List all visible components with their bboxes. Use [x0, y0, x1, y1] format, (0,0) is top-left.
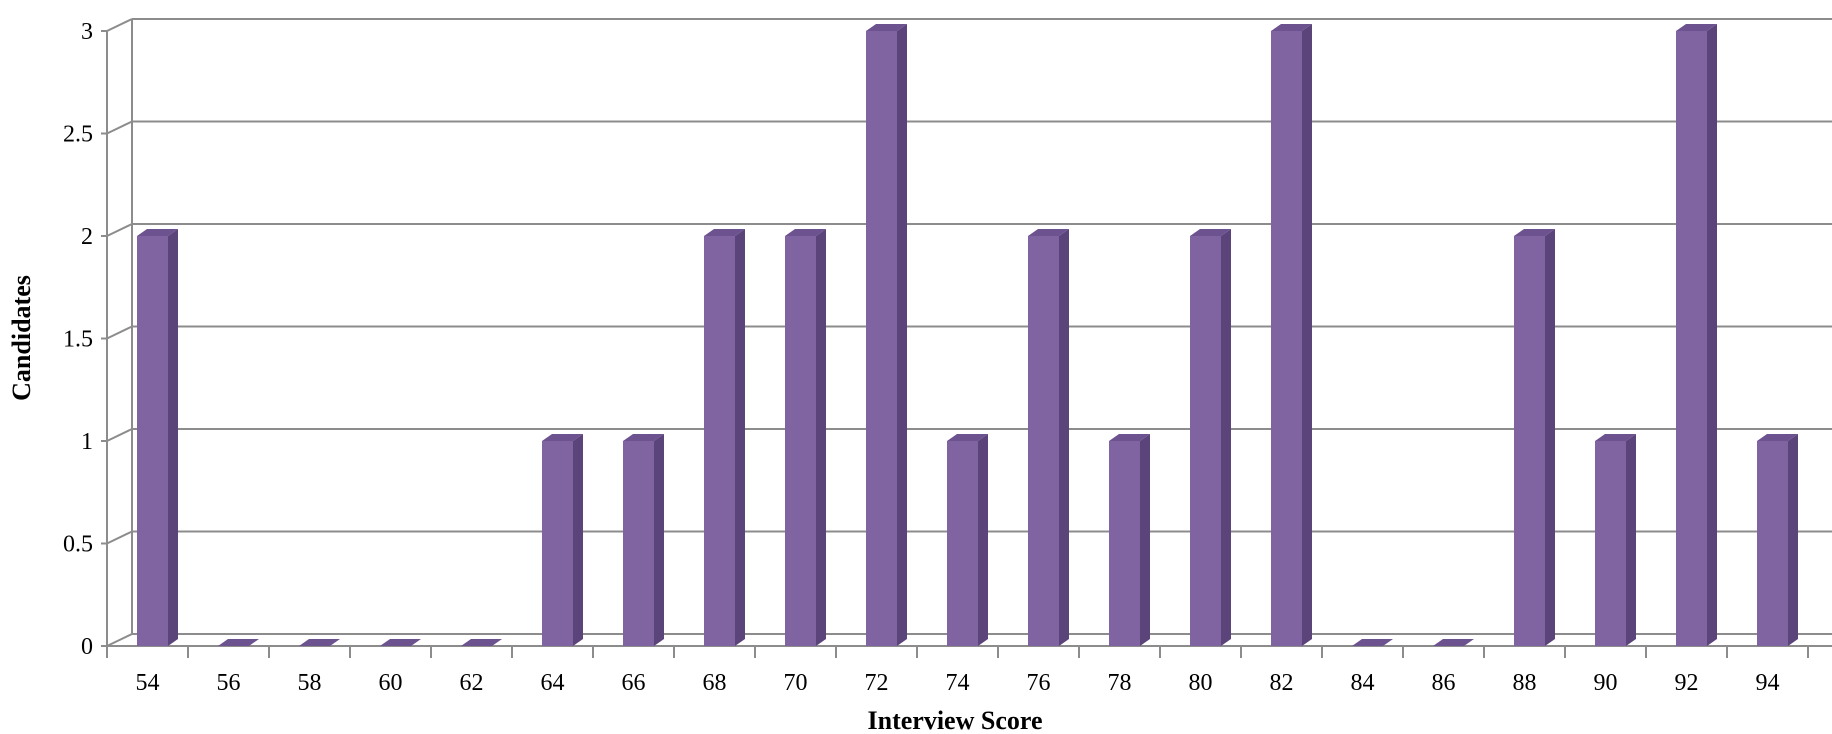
bar [1514, 229, 1555, 646]
x-tick-label: 70 [784, 670, 808, 696]
x-tick-label: 60 [379, 670, 403, 696]
x-tick-label: 68 [703, 670, 727, 696]
x-tick-label: 92 [1675, 670, 1699, 696]
gridline [101, 120, 1832, 135]
bar [1109, 434, 1150, 646]
x-tick-label: 62 [460, 670, 484, 696]
x-tick-label: 74 [946, 670, 970, 696]
bar [1352, 639, 1393, 646]
y-tick-labels: 0 0.5 1 1.5 2 2.5 3 [63, 19, 93, 660]
x-tick-label: 90 [1594, 670, 1618, 696]
x-tick-label: 82 [1270, 670, 1294, 696]
bar [1757, 434, 1798, 646]
y-tick-label: 1.5 [63, 327, 93, 353]
x-tick-label: 72 [865, 670, 889, 696]
x-tick-label: 76 [1027, 670, 1051, 696]
bar [704, 229, 745, 646]
x-tick-labels: 54 56 58 60 62 64 66 68 70 72 74 76 78 80 82 84 86 88 90 92… [136, 670, 1780, 696]
bar [299, 639, 340, 646]
bar [1433, 639, 1474, 646]
bar [542, 434, 583, 646]
bar [947, 434, 988, 646]
x-tick-label: 58 [298, 670, 322, 696]
x-tick-label: 66 [622, 670, 646, 696]
x-axis-title: Interview Score [868, 706, 1043, 734]
bar [623, 434, 664, 646]
y-tick-label: 0.5 [63, 532, 93, 558]
bar [1028, 229, 1069, 646]
y-tick-label: 2 [81, 224, 93, 250]
y-tick-label: 3 [81, 19, 93, 45]
gridline [101, 325, 1832, 340]
x-tick-label: 56 [217, 670, 241, 696]
gridline [101, 223, 1832, 237]
bar [1676, 24, 1717, 646]
y-tick-label: 0 [81, 634, 93, 660]
bar [218, 639, 259, 646]
bar [866, 24, 907, 646]
bar [1595, 434, 1636, 646]
x-tick-label: 94 [1756, 670, 1780, 696]
x-tick-label: 86 [1432, 670, 1456, 696]
x-tick-label: 88 [1513, 670, 1537, 696]
bars [137, 24, 1798, 646]
gridline [101, 18, 1832, 32]
bar [1271, 24, 1312, 646]
x-tick-label: 84 [1351, 670, 1375, 696]
x-tick-label: 78 [1108, 670, 1132, 696]
bar [380, 639, 421, 646]
y-axis-title: Candidates [7, 275, 36, 401]
y-tick-label: 2.5 [63, 122, 93, 148]
y-tick-label: 1 [81, 429, 93, 455]
bar [137, 229, 178, 646]
x-tick-label: 64 [541, 670, 565, 696]
bar [1190, 229, 1231, 646]
bar [461, 639, 502, 646]
bar [785, 229, 826, 646]
x-tick-label: 54 [136, 670, 160, 696]
x-tick-label: 80 [1189, 670, 1213, 696]
